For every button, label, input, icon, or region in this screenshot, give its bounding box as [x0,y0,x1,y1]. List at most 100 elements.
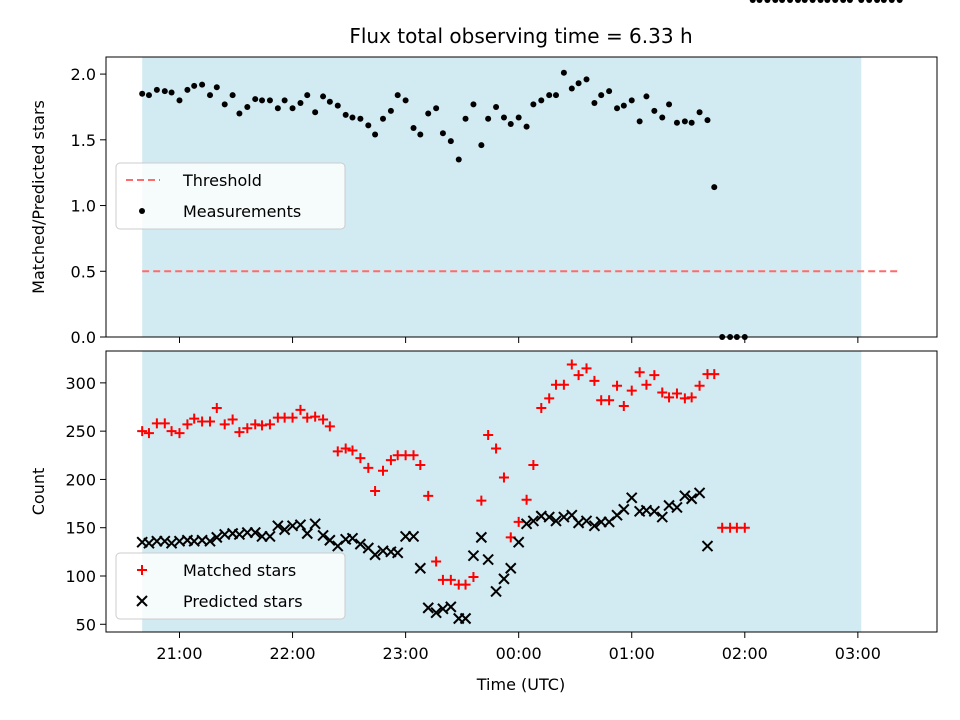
matched-star-point [385,455,396,466]
matched-star-point [460,579,471,590]
measurement-point [199,81,206,88]
x-tick-label: 01:00 [609,644,655,663]
measurement-point [455,156,462,163]
matched-star-point [137,426,148,437]
measurement-point [372,131,379,138]
measurement-point [880,0,887,3]
ratio-panel: 0.0 0.5 1.0 1.5 2.0 Matched/Predicted stars Th… [29,0,938,347]
measurement-point [787,0,794,3]
matched-star-point [536,402,547,413]
matched-star-point [612,380,623,391]
predicted-star-point [648,505,661,518]
measurement-point [772,0,779,3]
measurement-point [274,105,281,112]
measurement-point [628,97,635,104]
measurement-point [229,92,236,99]
predicted-star-point [294,519,307,531]
predicted-star-point [445,601,457,613]
measurement-point [560,69,567,76]
matched-star-point [626,385,637,396]
measurement-point [643,93,650,100]
y-tick-label: 150 [65,519,96,538]
predicted-star-point [272,520,284,532]
matched-star-point [431,556,442,567]
y-tick-label: 1.5 [71,131,96,150]
matched-star-point [363,462,374,473]
matched-star-point [528,459,539,470]
predicted-star-point [249,526,261,539]
measurement-point [289,105,296,112]
matched-star-point [370,486,381,497]
measurement-point [394,92,401,99]
x-tick-label: 03:00 [835,644,881,663]
measurement-point [349,114,356,121]
measurement-point [651,107,658,114]
series-measurements [139,0,903,340]
predicted-star-point [701,540,714,552]
y-tick-label: 0.5 [71,262,96,281]
predicted-star-point [264,530,276,543]
measurement-point [402,97,409,104]
measurement-point [846,0,853,3]
measurement-point [326,98,333,105]
measurement-point [666,101,673,108]
predicted-star-point [550,515,562,527]
legend-label: Threshold [182,171,262,190]
y-tick-label: 50 [76,615,96,634]
measurement-point [546,92,553,99]
measurement-point [387,107,394,114]
chart-title: Flux total observing time = 6.33 h [349,24,692,48]
measurement-point [380,115,386,122]
axes-frame [105,350,938,633]
measurement-point [342,111,349,118]
predicted-star-point [211,531,223,544]
predicted-star-point [346,532,359,545]
matched-star-point [521,494,532,505]
measurement-point [259,97,266,104]
matched-star-point [566,359,577,370]
measurement-point [538,97,545,104]
measurement-point [824,0,831,3]
measurement-point [221,101,228,108]
predicted-star-point [459,612,472,625]
matched-star-point [205,416,216,427]
measurement-point [176,97,183,104]
predicted-star-point [467,550,480,562]
predicted-star-point [391,547,404,559]
predicted-star-point [618,503,630,516]
measurement-point [794,0,801,3]
measurement-point [500,114,507,121]
measurement-point [681,118,688,125]
matched-star-point [318,414,329,425]
matched-star-point [739,522,750,533]
measurement-point [168,89,175,96]
measurement-point [756,0,763,3]
matched-star-point [686,392,697,403]
measurement-point [153,86,160,93]
x-axis-label: Time (UTC) [476,675,565,694]
measurement-point [304,92,311,99]
matched-star-point [513,516,524,527]
measurement-legend-swatch [139,208,145,214]
x-tick-label: 23:00 [383,644,429,663]
measurement-point [145,92,152,99]
measurement-point [297,100,304,107]
measurement-point [583,76,590,83]
measurement-point [439,130,446,137]
predicted-star-point [679,490,691,502]
x-tick-label: 00:00 [496,644,542,663]
measurement-point [523,123,530,130]
y-axis-label: Matched/Predicted stars [29,100,48,294]
predicted-star-point [309,518,321,530]
measurement-point [507,121,514,128]
matched-star-point [295,404,306,415]
measurement-point [447,138,454,145]
predicted-star-point [317,529,329,542]
series-predicted-stars [137,488,714,625]
measurement-point [357,115,364,122]
measurement-point [417,131,424,138]
matched-star-point [483,430,494,441]
matched-star-point [634,367,645,378]
measurement-point [266,97,273,104]
measurement-point [896,0,903,3]
